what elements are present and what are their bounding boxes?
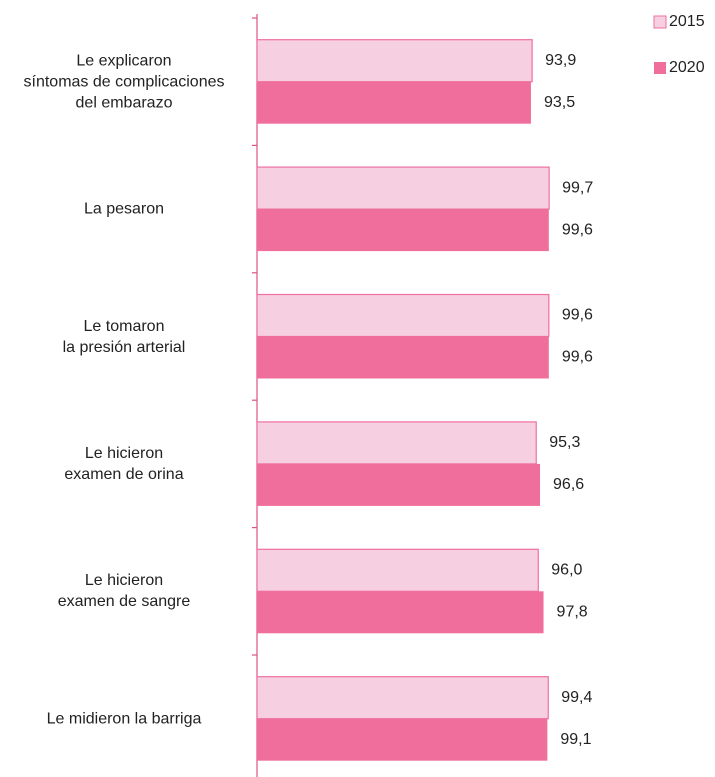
value-label: 99,6 (562, 349, 593, 366)
bar (256, 421, 537, 465)
bar (256, 548, 539, 592)
category-label: Le hicieron examen de orina (64, 444, 184, 483)
legend-swatch (654, 62, 666, 74)
value-label: 95,3 (549, 434, 580, 451)
value-label: 99,6 (562, 221, 593, 238)
bar (257, 591, 544, 634)
category-label: Le explicaron síntomas de complicaciones… (23, 52, 225, 112)
value-label: 97,8 (557, 604, 588, 621)
legend-label: 2015 (669, 13, 705, 30)
bar (256, 166, 550, 210)
category-label: La pesaron (83, 200, 165, 218)
bar (256, 676, 549, 720)
bar (257, 209, 549, 252)
value-label: 99,7 (562, 179, 593, 196)
value-label: 93,5 (544, 94, 575, 111)
bar (257, 718, 548, 761)
value-label: 93,9 (545, 52, 576, 69)
value-label: 99,1 (560, 731, 591, 748)
bar (256, 293, 550, 338)
legend-swatch (653, 15, 667, 29)
category-label: Le midieron la barriga (46, 710, 202, 728)
bar (257, 463, 541, 506)
legend-label: 2020 (669, 59, 705, 76)
bar (256, 39, 533, 83)
value-label: 96,6 (553, 476, 584, 493)
bar (257, 336, 549, 379)
category-label: Le tomaron la presión arterial (62, 317, 186, 356)
bar (257, 81, 531, 124)
value-label: 99,4 (561, 689, 592, 706)
value-label: 99,6 (562, 307, 593, 324)
category-label: Le hicieron examen de sangre (57, 572, 191, 611)
value-label: 96,0 (551, 562, 582, 579)
